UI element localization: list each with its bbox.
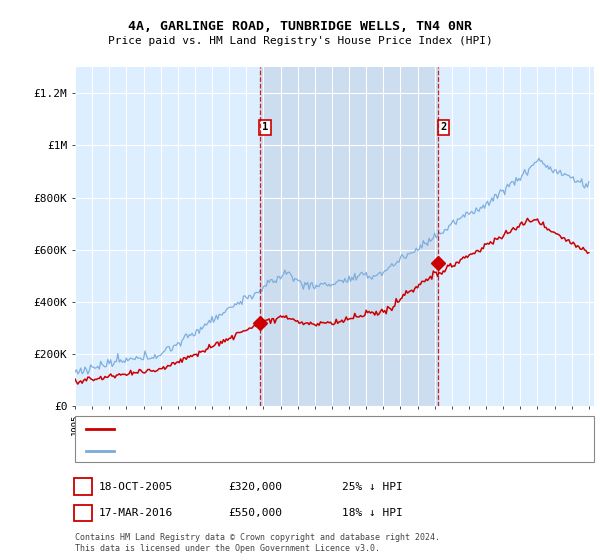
- Text: 18-OCT-2005: 18-OCT-2005: [99, 482, 173, 492]
- Text: 1: 1: [80, 482, 86, 492]
- Text: 17-MAR-2016: 17-MAR-2016: [99, 508, 173, 518]
- Text: 2: 2: [80, 508, 86, 518]
- Text: 25% ↓ HPI: 25% ↓ HPI: [342, 482, 403, 492]
- Text: 2: 2: [440, 122, 446, 132]
- Text: HPI: Average price, detached house, Tunbridge Wells: HPI: Average price, detached house, Tunb…: [118, 446, 418, 455]
- Text: 1: 1: [262, 122, 268, 132]
- Text: Contains HM Land Registry data © Crown copyright and database right 2024.
This d: Contains HM Land Registry data © Crown c…: [75, 533, 440, 553]
- Text: 4A, GARLINGE ROAD, TUNBRIDGE WELLS, TN4 0NR: 4A, GARLINGE ROAD, TUNBRIDGE WELLS, TN4 …: [128, 20, 472, 32]
- Text: 18% ↓ HPI: 18% ↓ HPI: [342, 508, 403, 518]
- Text: £320,000: £320,000: [228, 482, 282, 492]
- Text: 4A, GARLINGE ROAD, TUNBRIDGE WELLS, TN4 0NR (detached house): 4A, GARLINGE ROAD, TUNBRIDGE WELLS, TN4 …: [118, 424, 471, 434]
- Text: £550,000: £550,000: [228, 508, 282, 518]
- Text: Price paid vs. HM Land Registry's House Price Index (HPI): Price paid vs. HM Land Registry's House …: [107, 36, 493, 46]
- Bar: [260, 67, 439, 406]
